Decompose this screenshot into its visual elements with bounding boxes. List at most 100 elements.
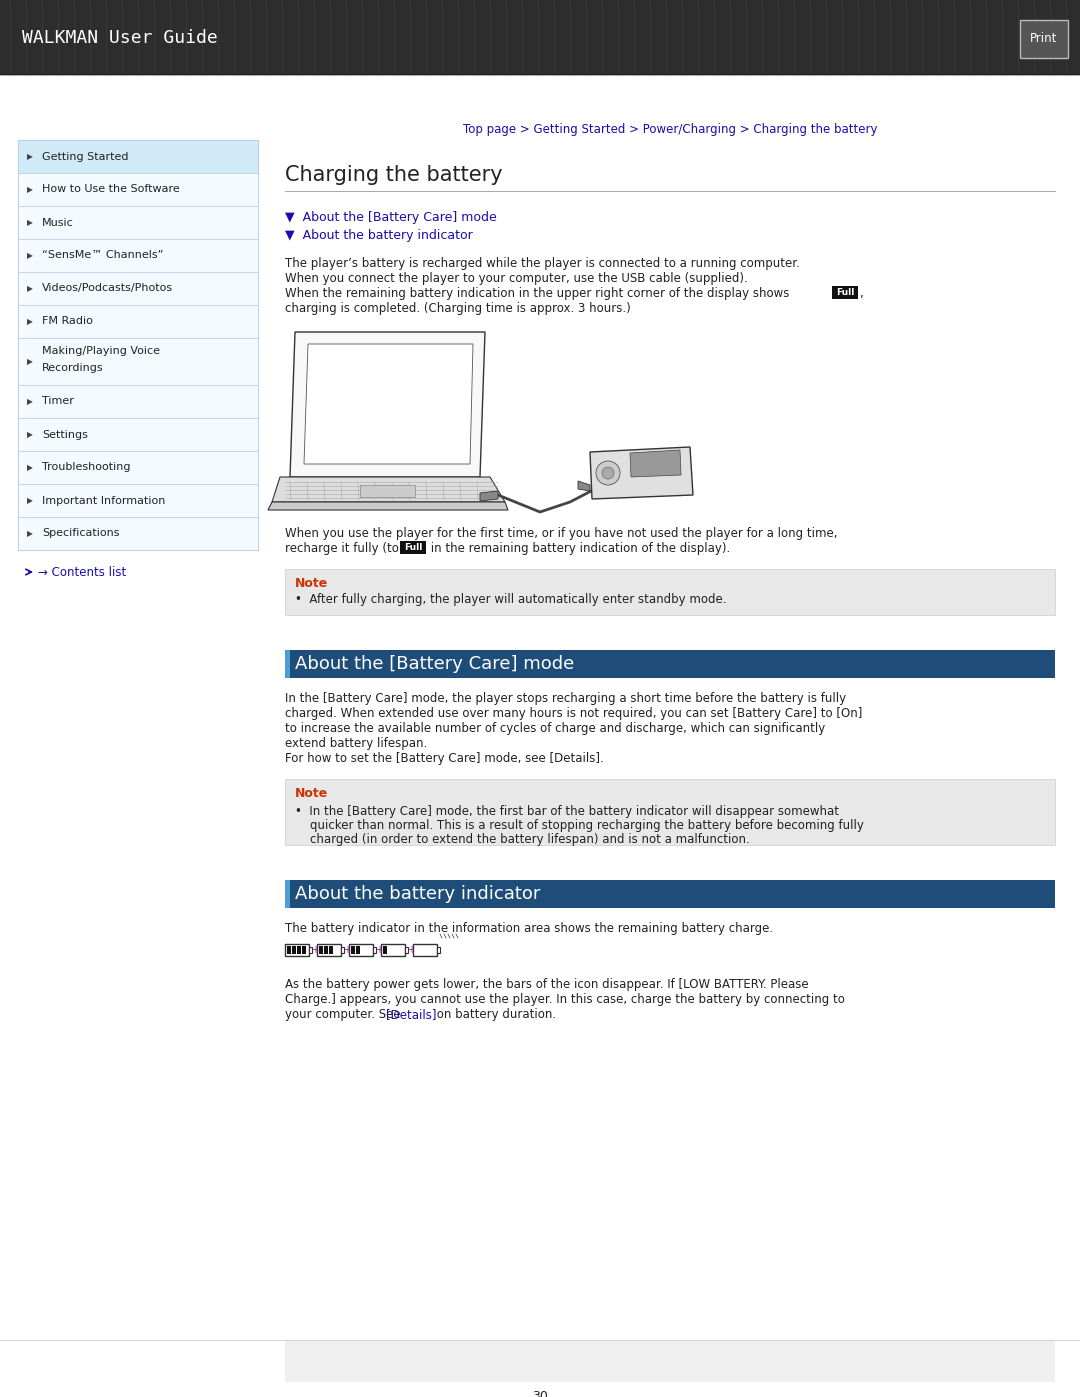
Polygon shape	[630, 450, 681, 476]
Bar	[381, 944, 405, 956]
Text: on battery duration.: on battery duration.	[433, 1009, 556, 1021]
Text: ,: ,	[859, 286, 863, 300]
Bar	[285, 944, 309, 956]
Bar	[287, 946, 291, 954]
Text: Top page > Getting Started > Power/Charging > Charging the battery: Top page > Getting Started > Power/Charg…	[462, 123, 877, 137]
Bar	[18, 451, 258, 483]
Text: ▶: ▶	[27, 317, 32, 326]
Bar	[832, 286, 858, 299]
Text: +: +	[375, 944, 383, 956]
Text: Note: Note	[295, 577, 328, 590]
Text: Full: Full	[836, 288, 854, 298]
Polygon shape	[291, 332, 485, 476]
Bar	[18, 205, 258, 239]
Text: •  After fully charging, the player will automatically enter standby mode.: • After fully charging, the player will …	[295, 592, 727, 606]
Bar	[0, 0, 1080, 75]
Text: to increase the available number of cycles of charge and discharge, which can si: to increase the available number of cycl…	[285, 722, 825, 735]
Text: Charge.] appears, you cannot use the player. In this case, charge the battery by: Charge.] appears, you cannot use the pla…	[285, 993, 845, 1006]
Bar	[383, 946, 387, 954]
Bar	[1020, 20, 1068, 59]
Text: The player’s battery is recharged while the player is connected to a running com: The player’s battery is recharged while …	[285, 257, 800, 270]
Polygon shape	[578, 481, 590, 490]
Bar	[18, 305, 258, 338]
Bar	[18, 418, 258, 451]
Bar	[18, 239, 258, 272]
Bar	[349, 944, 373, 956]
Text: ▶: ▶	[27, 496, 32, 504]
Text: Recordings: Recordings	[42, 363, 104, 373]
Text: ▶: ▶	[27, 358, 32, 366]
Text: When the remaining battery indication in the upper right corner of the display s: When the remaining battery indication in…	[285, 286, 793, 300]
Text: Charging the battery: Charging the battery	[285, 165, 502, 184]
Text: Specifications: Specifications	[42, 528, 120, 538]
Bar	[360, 485, 415, 497]
Text: quicker than normal. This is a result of stopping recharging the battery before : quicker than normal. This is a result of…	[295, 819, 864, 833]
Bar	[400, 541, 426, 555]
Text: your computer. See: your computer. See	[285, 1009, 404, 1021]
Bar	[285, 880, 291, 908]
Text: Troubleshooting: Troubleshooting	[42, 462, 131, 472]
Text: ▶: ▶	[27, 284, 32, 293]
Bar	[285, 880, 1055, 908]
Text: 30: 30	[532, 1390, 548, 1397]
Polygon shape	[590, 447, 693, 499]
Text: Timer: Timer	[42, 397, 73, 407]
Bar	[302, 946, 306, 954]
Text: ▶: ▶	[27, 397, 32, 407]
Bar	[309, 947, 312, 953]
Bar	[319, 946, 323, 954]
Text: charging is completed. (Charging time is approx. 3 hours.): charging is completed. (Charging time is…	[285, 302, 631, 314]
Text: Important Information: Important Information	[42, 496, 165, 506]
Text: ▶: ▶	[27, 152, 32, 161]
Bar	[318, 944, 341, 956]
Text: In the [Battery Care] mode, the player stops recharging a short time before the : In the [Battery Care] mode, the player s…	[285, 692, 846, 705]
Text: How to Use the Software: How to Use the Software	[42, 184, 179, 194]
Text: [Details]: [Details]	[386, 1009, 436, 1021]
Text: When you connect the player to your computer, use the USB cable (supplied).: When you connect the player to your comp…	[285, 272, 747, 285]
Text: +: +	[311, 944, 319, 956]
Bar	[285, 650, 1055, 678]
Text: ▼  About the battery indicator: ▼ About the battery indicator	[285, 229, 473, 242]
Circle shape	[596, 461, 620, 485]
Bar	[285, 569, 1055, 615]
Circle shape	[602, 467, 615, 479]
Polygon shape	[480, 490, 498, 502]
Text: ▶: ▶	[27, 529, 32, 538]
Polygon shape	[272, 476, 505, 502]
Text: Note: Note	[295, 787, 328, 800]
Text: ▼  About the [Battery Care] mode: ▼ About the [Battery Care] mode	[285, 211, 497, 224]
Bar	[437, 947, 440, 953]
Bar	[285, 1340, 1055, 1382]
Bar	[18, 140, 258, 173]
Text: When you use the player for the first time, or if you have not used the player f: When you use the player for the first ti…	[285, 527, 837, 541]
Text: ▶: ▶	[27, 251, 32, 260]
Text: charged (in order to extend the battery lifespan) and is not a malfunction.: charged (in order to extend the battery …	[295, 833, 750, 847]
Text: The battery indicator in the information area shows the remaining battery charge: The battery indicator in the information…	[285, 922, 773, 935]
Bar	[18, 140, 258, 550]
Bar	[285, 650, 291, 678]
Bar	[297, 946, 301, 954]
Text: •  In the [Battery Care] mode, the first bar of the battery indicator will disap: • In the [Battery Care] mode, the first …	[295, 805, 839, 819]
Text: ▶: ▶	[27, 430, 32, 439]
Bar	[292, 946, 296, 954]
Polygon shape	[268, 502, 508, 510]
Text: FM Radio: FM Radio	[42, 317, 93, 327]
Text: ▶: ▶	[27, 184, 32, 194]
Bar	[341, 947, 345, 953]
Bar	[373, 947, 376, 953]
Text: Getting Started: Getting Started	[42, 151, 129, 162]
Text: Settings: Settings	[42, 429, 87, 440]
Bar	[329, 946, 333, 954]
Bar	[18, 483, 258, 517]
Bar	[413, 944, 437, 956]
Bar	[18, 386, 258, 418]
Text: About the [Battery Care] mode: About the [Battery Care] mode	[295, 655, 575, 673]
Text: charged. When extended use over many hours is not required, you can set [Battery: charged. When extended use over many hou…	[285, 707, 862, 719]
Text: in the remaining battery indication of the display).: in the remaining battery indication of t…	[427, 542, 730, 555]
Text: recharge it fully (to: recharge it fully (to	[285, 542, 403, 555]
Bar	[18, 517, 258, 550]
Text: WALKMAN User Guide: WALKMAN User Guide	[22, 29, 218, 47]
Bar	[285, 780, 1055, 845]
Text: “SensMe™ Channels”: “SensMe™ Channels”	[42, 250, 163, 260]
Text: Making/Playing Voice: Making/Playing Voice	[42, 346, 160, 356]
